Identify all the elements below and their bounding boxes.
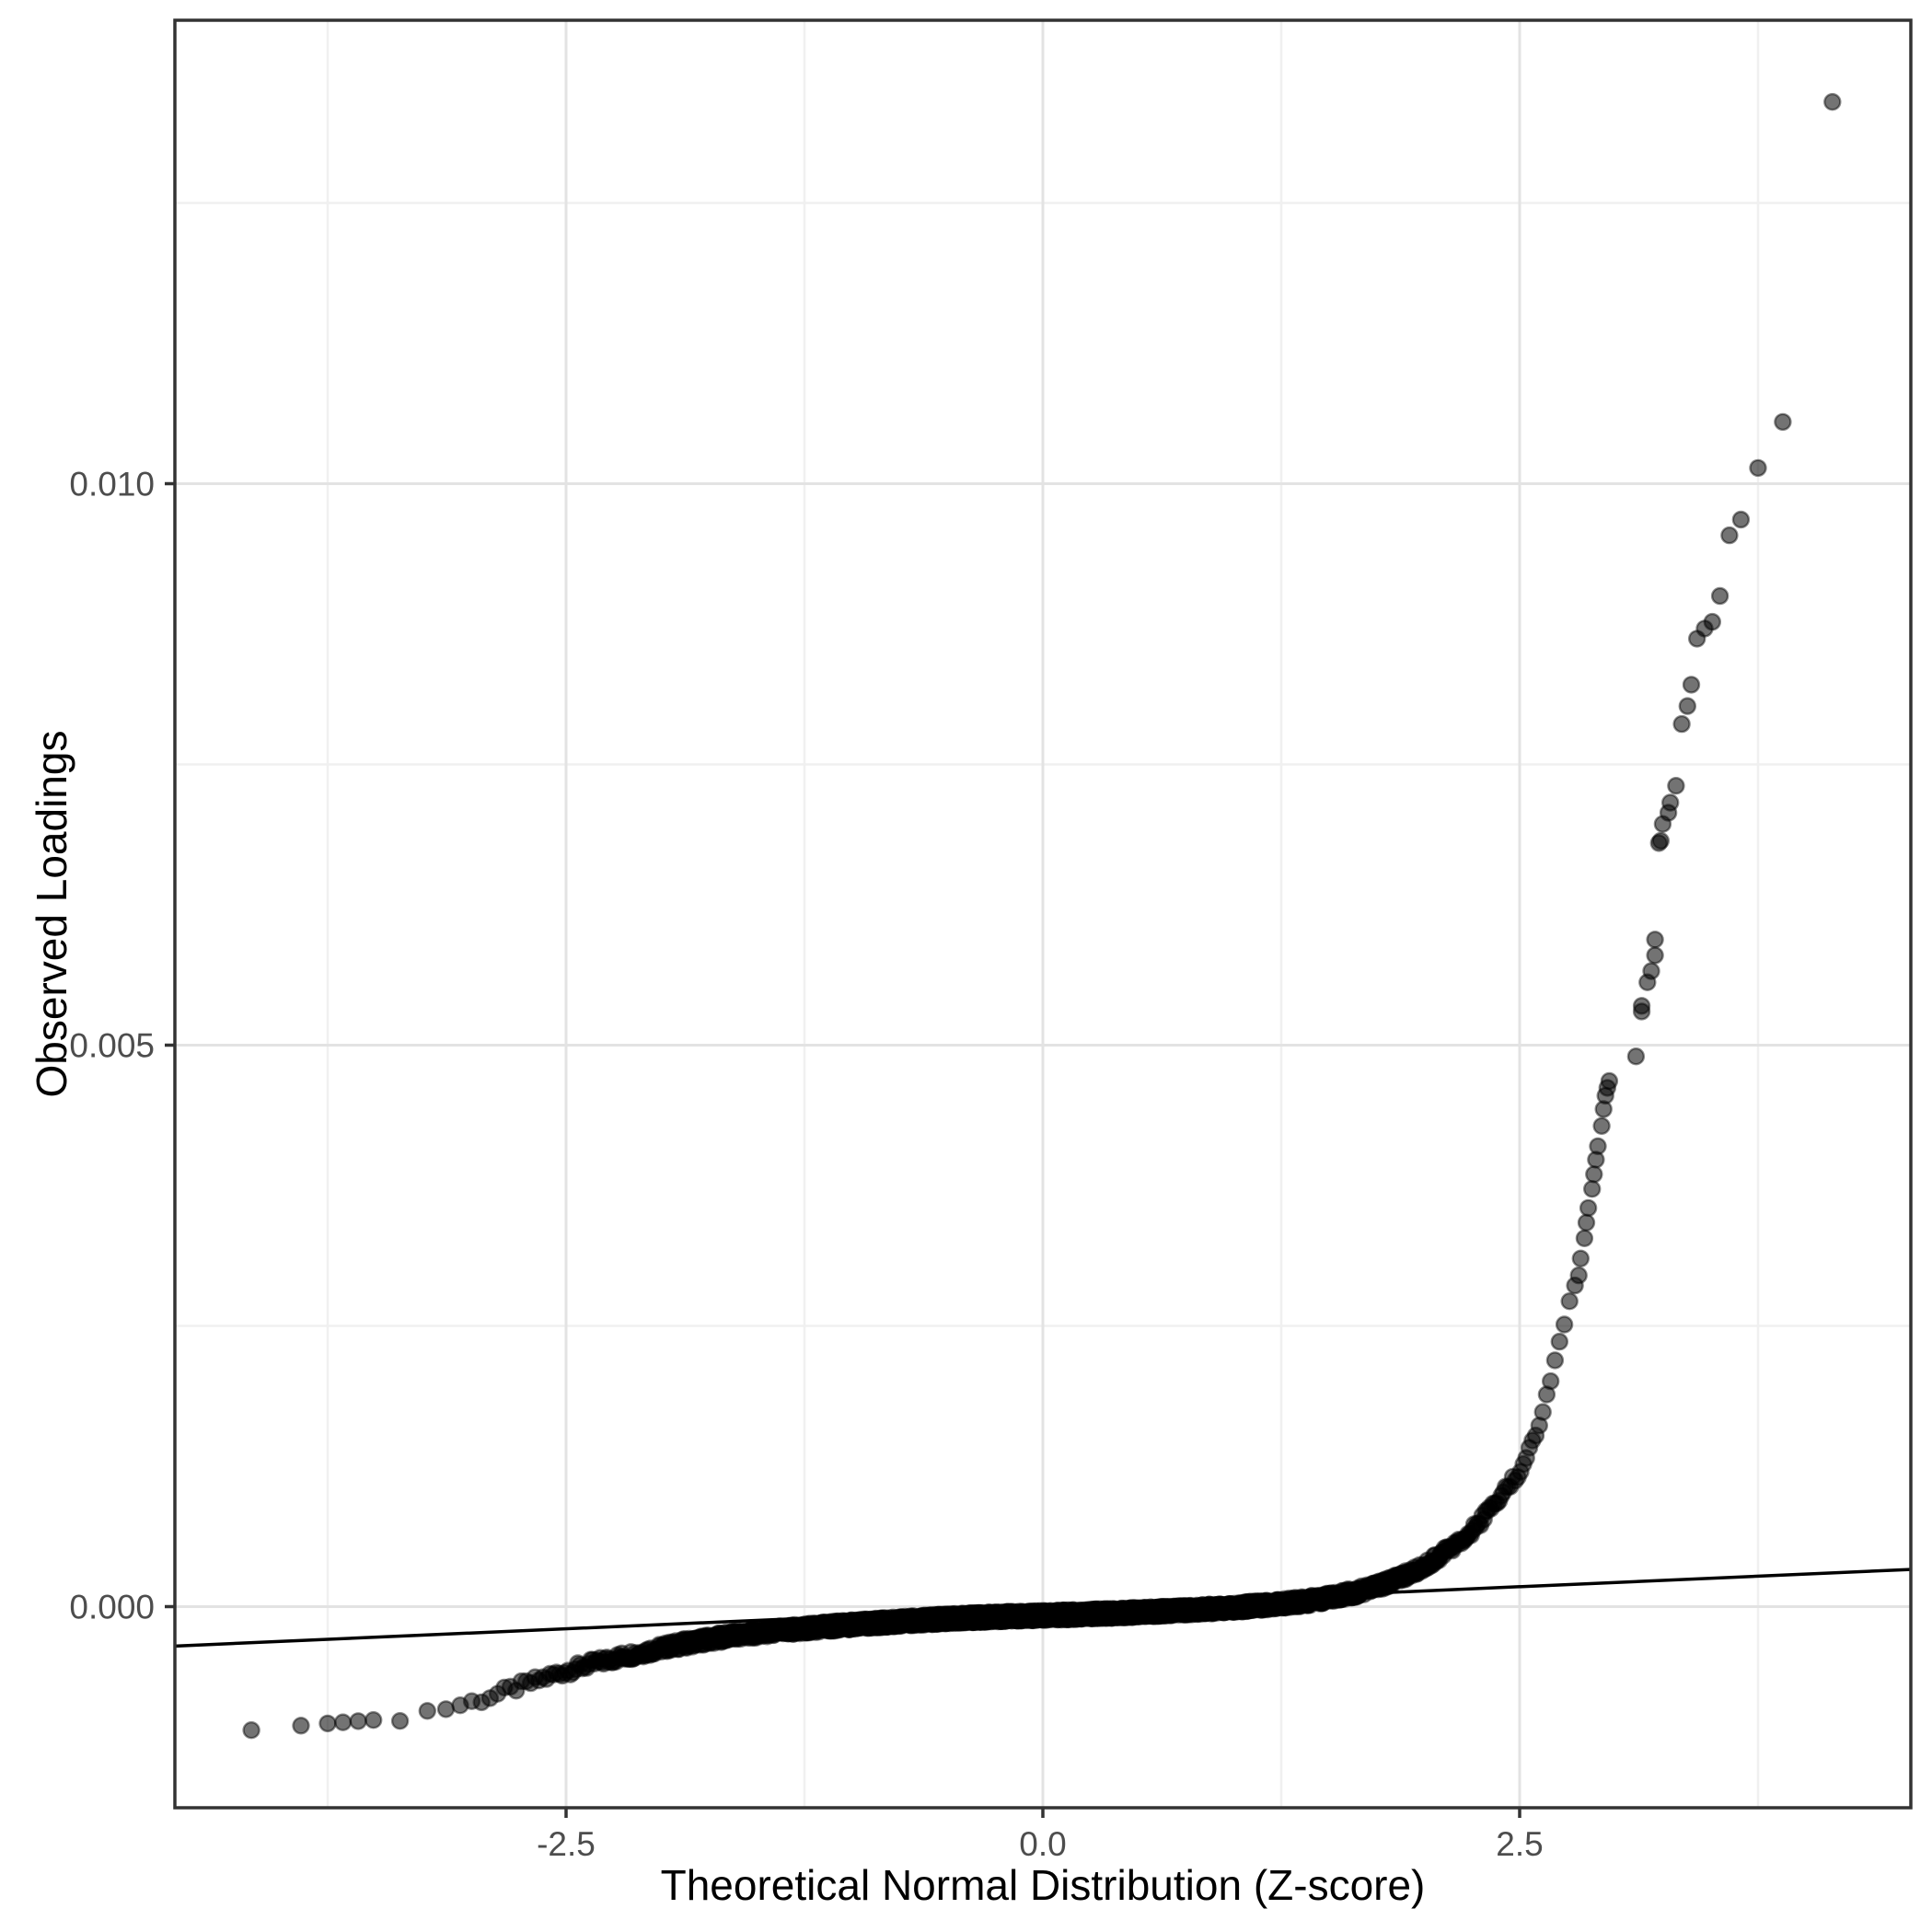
data-point [1660, 793, 1680, 812]
data-point [1710, 586, 1730, 606]
data-point [1555, 1315, 1574, 1334]
data-point [1646, 931, 1664, 949]
data-point [1545, 1351, 1565, 1370]
data-point [1632, 997, 1651, 1015]
y-axis-title: Observed Loadings [28, 731, 75, 1098]
data-points-layer [242, 92, 1842, 1740]
x-axis-title: Theoretical Normal Distribution (Z-score… [661, 1861, 1426, 1909]
data-point [1560, 1291, 1579, 1311]
data-point [318, 1714, 337, 1733]
data-point [1651, 831, 1671, 850]
data-point [1749, 458, 1767, 478]
x-axis-tick-label: 0.0 [1019, 1825, 1066, 1863]
data-point [1541, 1371, 1560, 1391]
x-axis-tick-label: 2.5 [1496, 1825, 1543, 1863]
data-point [1533, 1403, 1552, 1421]
x-axis-tick-label: -2.5 [537, 1825, 596, 1863]
data-point [1703, 612, 1722, 631]
data-point [1585, 1165, 1603, 1184]
y-axis-tick-label: 0.000 [69, 1589, 155, 1626]
y-axis-tick-label: 0.010 [69, 466, 155, 503]
data-point [1646, 946, 1664, 965]
data-point [1720, 526, 1739, 545]
data-point [1582, 1179, 1602, 1198]
data-point [1592, 1116, 1611, 1136]
data-point [242, 1720, 260, 1740]
data-point [1569, 1266, 1588, 1285]
data-point [1575, 1229, 1594, 1248]
data-point [1600, 1071, 1619, 1091]
data-point [333, 1713, 353, 1731]
data-point [1682, 676, 1701, 694]
data-point [390, 1711, 410, 1730]
data-point [1642, 962, 1660, 980]
data-point [1823, 92, 1842, 111]
data-point [1774, 412, 1792, 432]
data-point [1678, 697, 1697, 715]
data-point [418, 1702, 436, 1720]
data-point [349, 1712, 367, 1730]
data-point [1731, 510, 1751, 529]
data-point [1672, 714, 1691, 734]
data-point [292, 1717, 310, 1735]
y-axis-tick-label: 0.005 [69, 1027, 155, 1065]
data-point [364, 1710, 383, 1730]
data-point [1626, 1047, 1646, 1066]
data-point [1579, 1198, 1598, 1218]
data-point [1571, 1249, 1591, 1268]
data-point [436, 1700, 456, 1718]
data-point [1550, 1332, 1569, 1351]
data-point [1667, 777, 1685, 795]
data-point [1577, 1213, 1596, 1232]
data-point [1589, 1137, 1607, 1156]
